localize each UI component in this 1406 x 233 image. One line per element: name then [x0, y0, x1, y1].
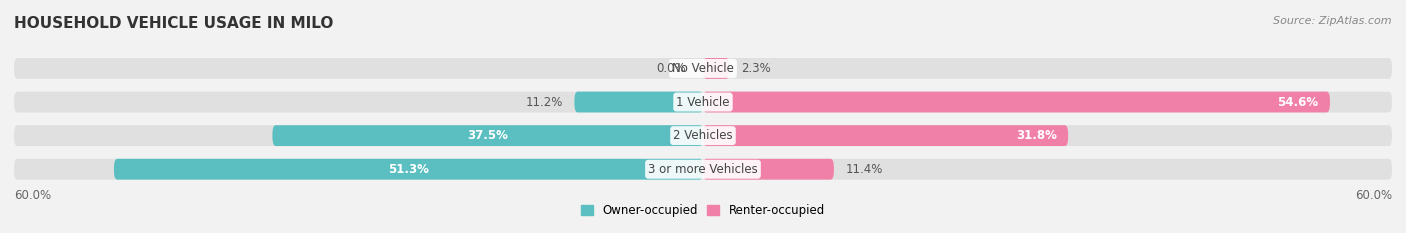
Text: 31.8%: 31.8%: [1015, 129, 1057, 142]
Text: Source: ZipAtlas.com: Source: ZipAtlas.com: [1274, 16, 1392, 26]
FancyBboxPatch shape: [14, 58, 1392, 79]
Text: 3 or more Vehicles: 3 or more Vehicles: [648, 163, 758, 176]
Text: 2.3%: 2.3%: [741, 62, 770, 75]
Text: 1 Vehicle: 1 Vehicle: [676, 96, 730, 109]
Text: 60.0%: 60.0%: [1355, 189, 1392, 202]
FancyBboxPatch shape: [114, 159, 703, 180]
Legend: Owner-occupied, Renter-occupied: Owner-occupied, Renter-occupied: [581, 204, 825, 217]
FancyBboxPatch shape: [703, 159, 834, 180]
Text: 37.5%: 37.5%: [467, 129, 508, 142]
FancyBboxPatch shape: [703, 58, 730, 79]
FancyBboxPatch shape: [273, 125, 703, 146]
Text: No Vehicle: No Vehicle: [672, 62, 734, 75]
Text: 51.3%: 51.3%: [388, 163, 429, 176]
Text: 2 Vehicles: 2 Vehicles: [673, 129, 733, 142]
FancyBboxPatch shape: [703, 125, 1069, 146]
Text: 54.6%: 54.6%: [1277, 96, 1319, 109]
FancyBboxPatch shape: [14, 125, 1392, 146]
Text: 60.0%: 60.0%: [14, 189, 51, 202]
Text: HOUSEHOLD VEHICLE USAGE IN MILO: HOUSEHOLD VEHICLE USAGE IN MILO: [14, 16, 333, 31]
Text: 11.4%: 11.4%: [845, 163, 883, 176]
FancyBboxPatch shape: [14, 159, 1392, 180]
FancyBboxPatch shape: [703, 92, 1330, 113]
Text: 11.2%: 11.2%: [526, 96, 562, 109]
Text: 0.0%: 0.0%: [657, 62, 686, 75]
FancyBboxPatch shape: [14, 92, 1392, 113]
FancyBboxPatch shape: [575, 92, 703, 113]
